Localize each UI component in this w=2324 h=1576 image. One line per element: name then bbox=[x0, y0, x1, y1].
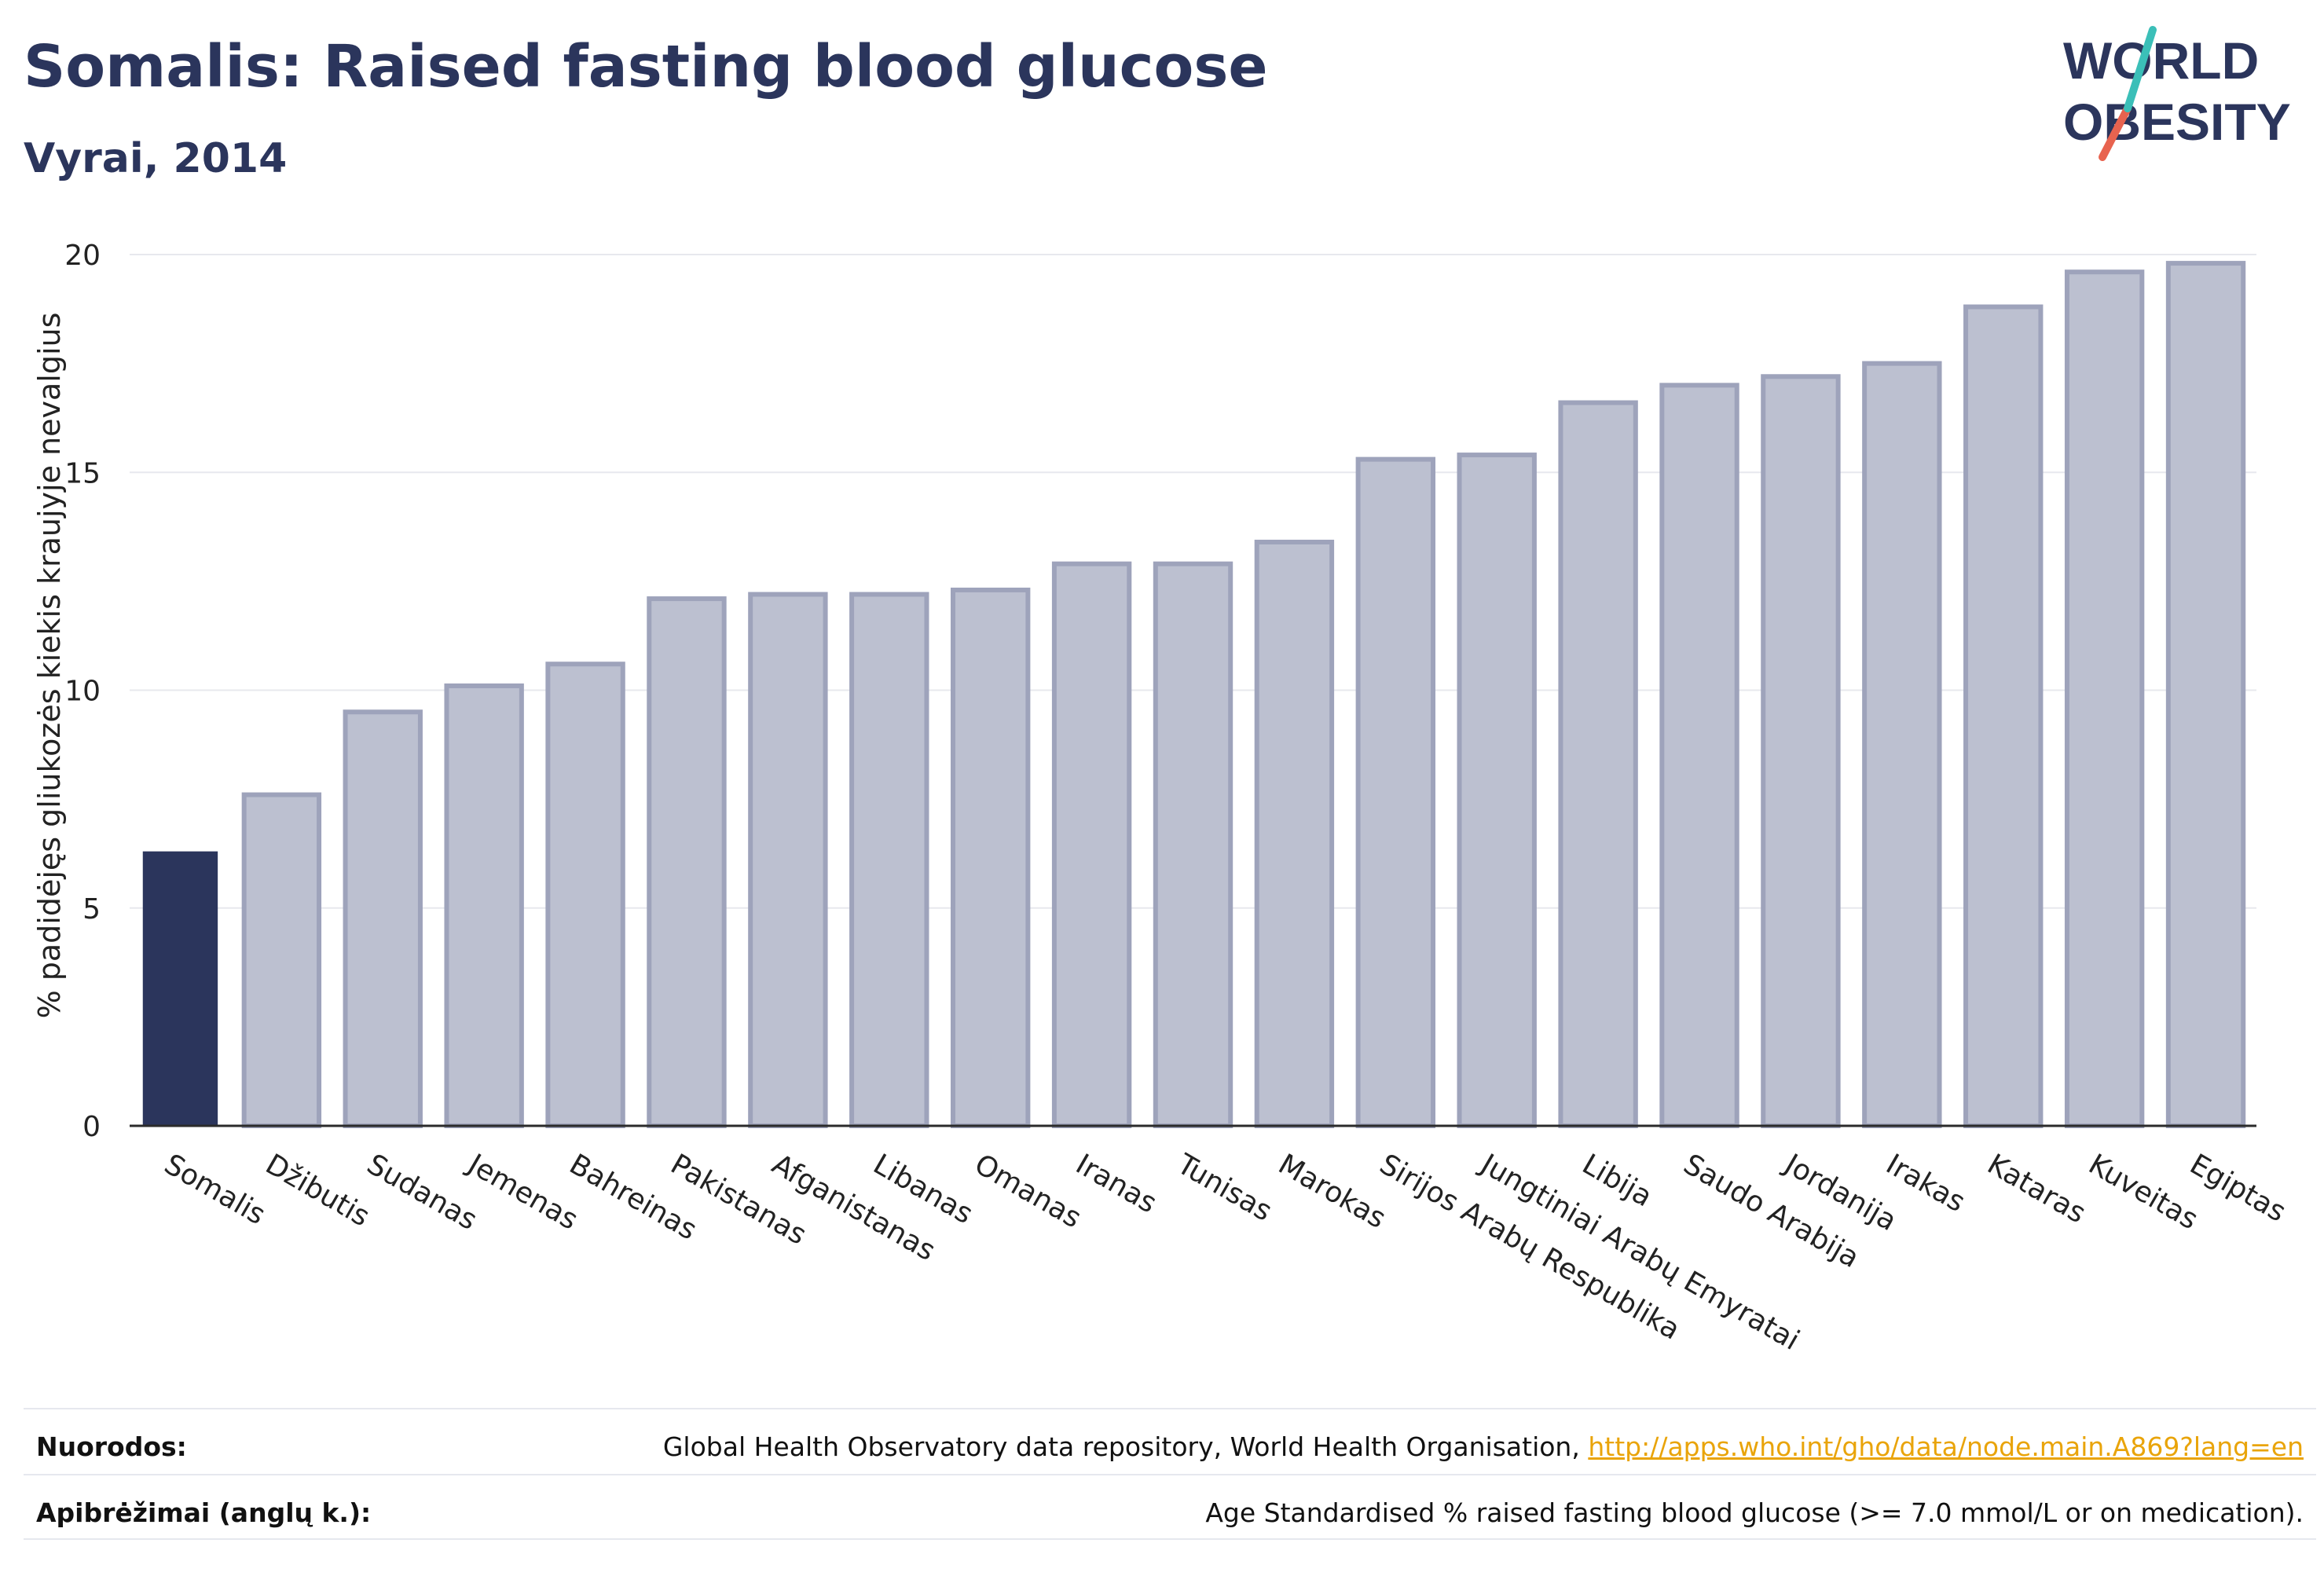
bar-sudanas bbox=[343, 709, 423, 1128]
definitions-value: Age Standardised % raised fasting blood … bbox=[1205, 1497, 2304, 1528]
footer-sources-row: Nuorodos: Global Health Observatory data… bbox=[24, 1414, 2316, 1479]
world-obesity-logo: WORLD OBESITY bbox=[2063, 26, 2291, 161]
y-tick-label: 10 bbox=[64, 676, 101, 708]
bar-kuveitas bbox=[2064, 269, 2145, 1128]
chart-subtitle: Vyrai, 2014 bbox=[24, 135, 288, 182]
y-tick-label: 15 bbox=[64, 457, 101, 489]
bar-pakistanas bbox=[647, 596, 727, 1128]
logo-slash-teal bbox=[2124, 26, 2157, 112]
bar-jordanija bbox=[1761, 374, 1841, 1128]
x-tick-label: Omanas bbox=[969, 1148, 1087, 1234]
bar-afganistanas bbox=[748, 592, 828, 1128]
x-tick-label: Kuveitas bbox=[2083, 1148, 2203, 1236]
x-tick-label: Sudanas bbox=[361, 1148, 482, 1237]
bar-saudo-arabija bbox=[1659, 383, 1739, 1129]
x-tick-label: Marokas bbox=[1273, 1148, 1391, 1235]
footer-divider-mid bbox=[24, 1474, 2316, 1475]
bar-iranas bbox=[1051, 561, 1132, 1128]
footer-divider-bottom bbox=[24, 1538, 2316, 1540]
bar-jungtiniai-arabų-emyratai bbox=[1457, 453, 1537, 1128]
x-tick-label: Egiptas bbox=[2184, 1148, 2291, 1228]
logo-line1: WORLD bbox=[2063, 31, 2259, 90]
logo-line2: OBESITY bbox=[2063, 93, 2291, 151]
sources-text: Global Health Observatory data repositor… bbox=[662, 1431, 1580, 1462]
bar-libija bbox=[1558, 400, 1638, 1128]
y-axis-label: % padidėjęs gliukozės kiekis kraujyje ne… bbox=[32, 313, 67, 1019]
y-tick-label: 20 bbox=[64, 240, 101, 272]
x-tick-label: Jemenas bbox=[461, 1147, 583, 1236]
bar-libanas bbox=[849, 592, 929, 1128]
x-tick-label: Saudo Arabija bbox=[1678, 1148, 1864, 1274]
x-tick-label: Kataras bbox=[1981, 1148, 2091, 1230]
sources-value: Global Health Observatory data repositor… bbox=[663, 1431, 2316, 1462]
logo-slash-red bbox=[2099, 104, 2132, 161]
bar-chart: 05101520SomalisDžibutisSudanasJemenasBah… bbox=[32, 240, 2291, 1357]
footer-definitions-row: Apibrėžimai (anglų k.): Age Standardised… bbox=[24, 1480, 2316, 1545]
x-tick-label: Tunisas bbox=[1171, 1148, 1277, 1228]
sources-label: Nuorodos: bbox=[36, 1431, 187, 1462]
bars bbox=[142, 261, 2246, 1129]
definitions-label: Apibrėžimai (anglų k.): bbox=[36, 1497, 372, 1528]
footer-divider-top bbox=[24, 1408, 2316, 1409]
bar-sirijos-arabų-respublika bbox=[1355, 456, 1436, 1128]
sources-link[interactable]: http://apps.who.int/gho/data/node.main.A… bbox=[1588, 1431, 2304, 1462]
bar-marokas bbox=[1254, 539, 1335, 1128]
bar-irakas bbox=[1862, 361, 1942, 1128]
y-tick-label: 5 bbox=[82, 893, 101, 925]
chart-title: Somalis: Raised fasting blood glucose bbox=[24, 33, 1268, 101]
bar-bahreinas bbox=[545, 662, 625, 1128]
bar-džibutis bbox=[241, 792, 322, 1129]
bar-tunisas bbox=[1153, 561, 1233, 1128]
x-tick-label: Somalis bbox=[159, 1148, 270, 1231]
bar-egiptas bbox=[2165, 261, 2246, 1129]
y-tick-label: 0 bbox=[82, 1111, 101, 1143]
bar-omanas bbox=[950, 587, 1031, 1128]
bar-jemenas bbox=[444, 683, 524, 1128]
bar-somalis bbox=[142, 851, 218, 1126]
bar-kataras bbox=[1963, 304, 2044, 1128]
x-tick-label: Džibutis bbox=[260, 1148, 375, 1233]
